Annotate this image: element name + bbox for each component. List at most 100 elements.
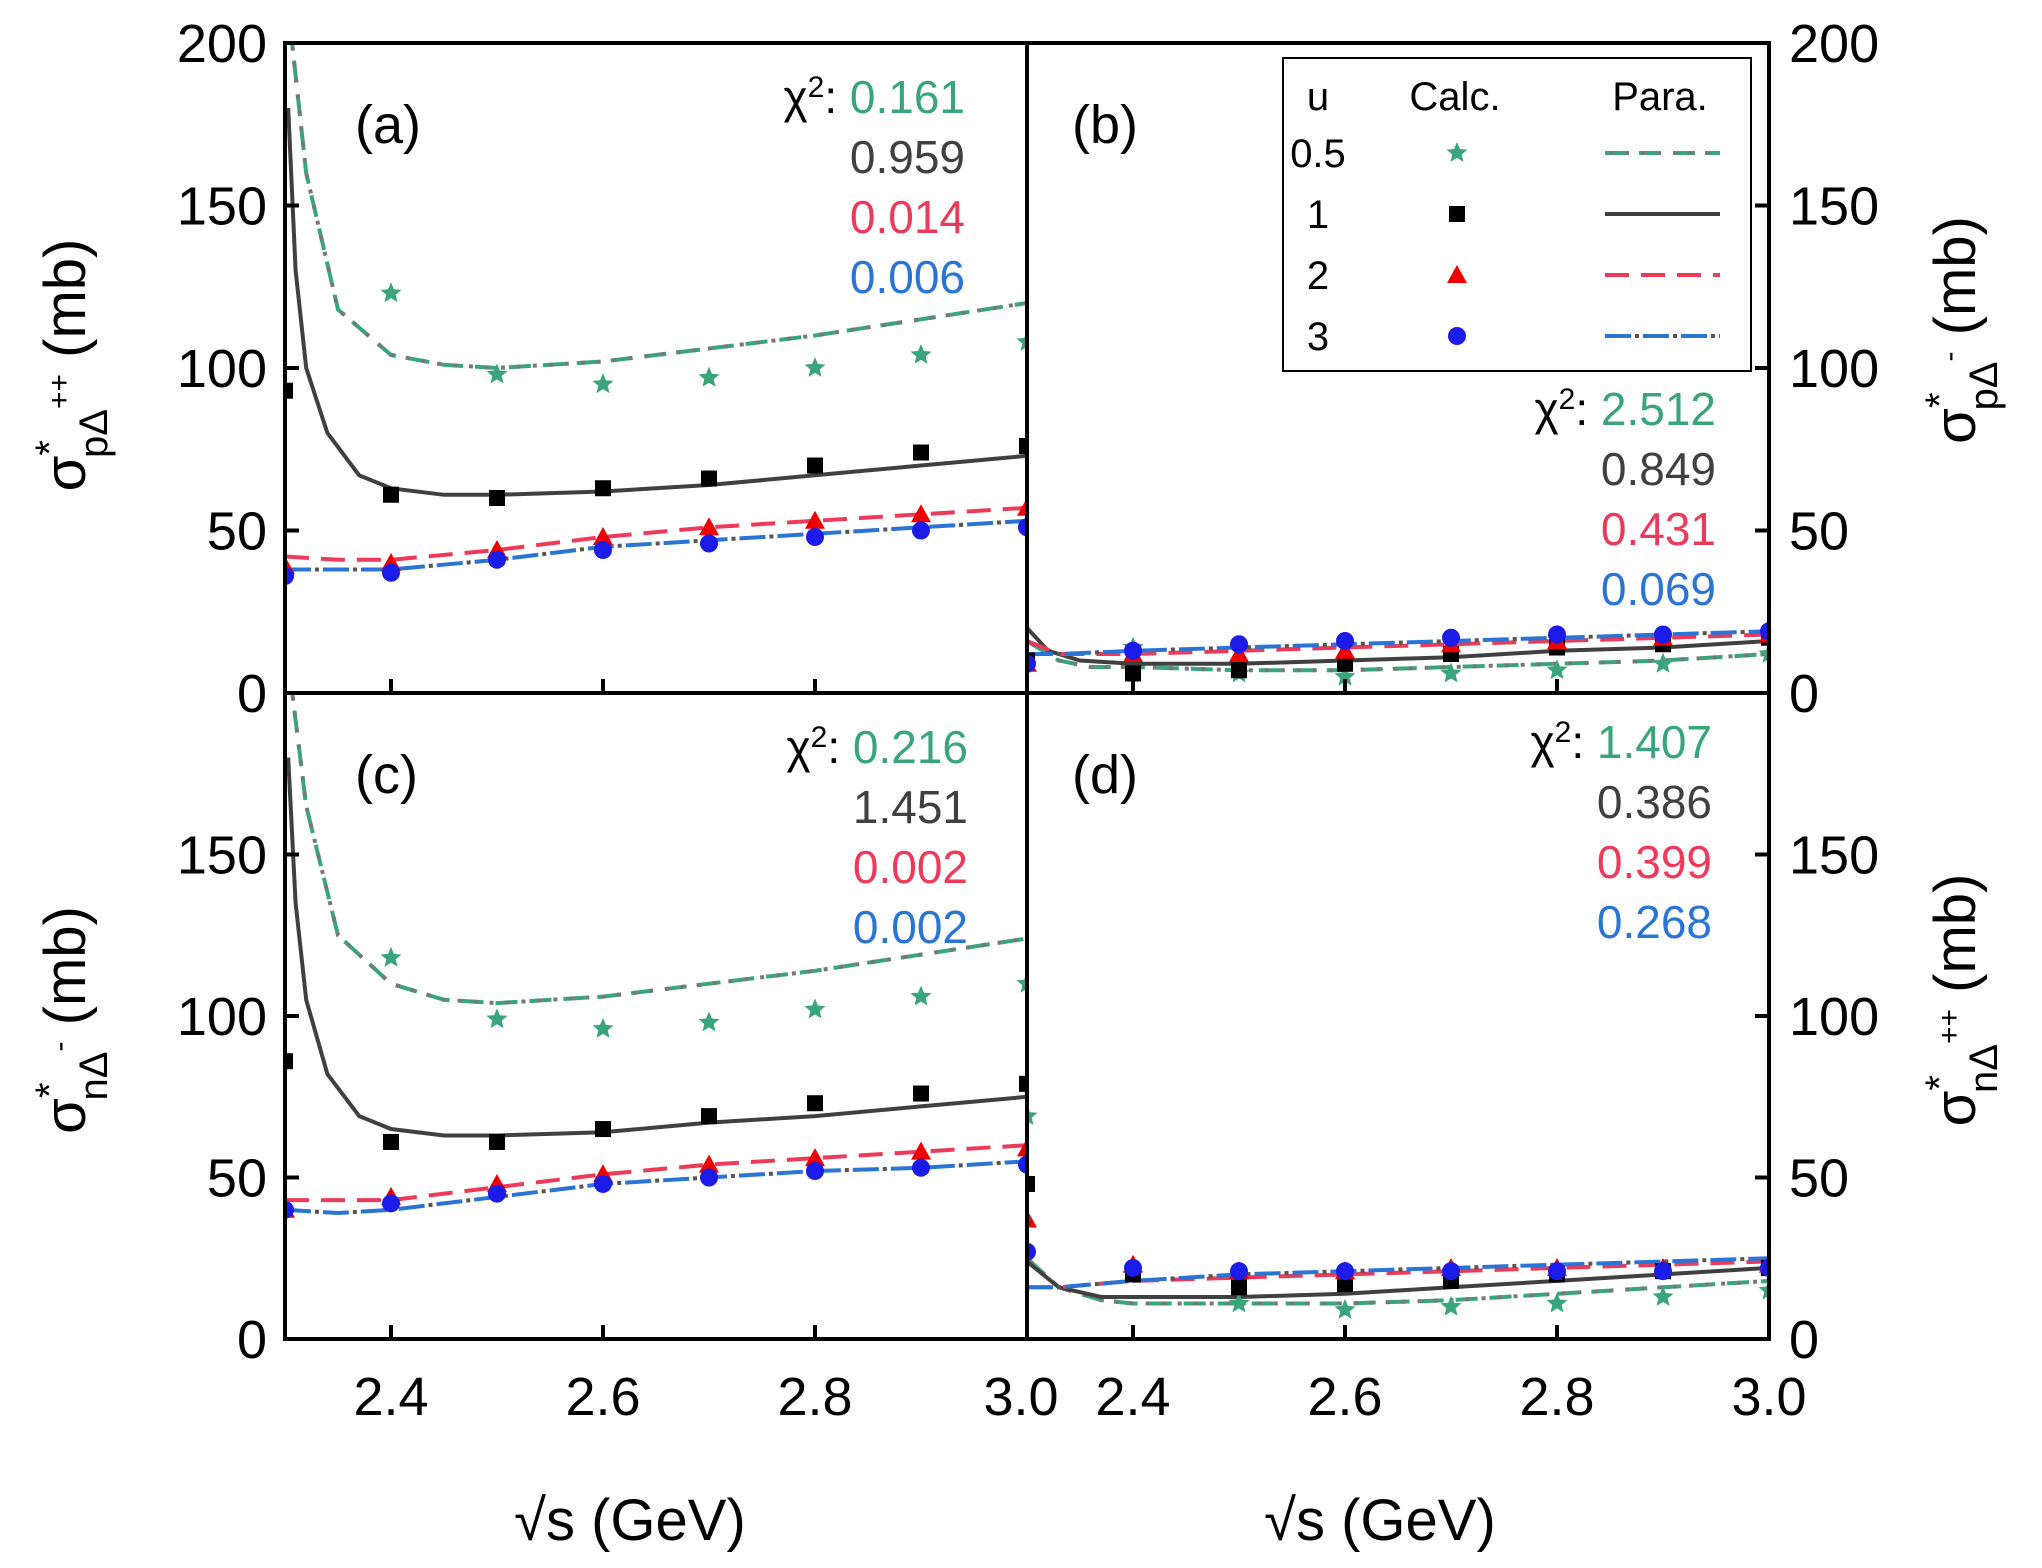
data-point-u1 (1125, 665, 1141, 682)
data-point-u1 (285, 382, 293, 399)
data-point-u3 (912, 521, 930, 540)
data-point-u1 (595, 480, 611, 497)
data-point-u0.5 (1016, 331, 1027, 351)
chi2-number: 0.002 (853, 841, 968, 893)
chi2-value: χ2: 1.407 (1530, 716, 1712, 769)
data-point-u3 (1336, 1262, 1354, 1281)
data-point-u0.5 (1546, 659, 1568, 680)
panel-label: (a) (355, 95, 421, 155)
y-title-unit: (mb) (1923, 874, 1988, 1009)
chi2-superscript: 2 (808, 71, 825, 104)
y-tick-label: 100 (1789, 987, 1879, 1047)
data-point-u3 (488, 550, 506, 569)
y-tick-label: 0 (237, 664, 267, 724)
data-point-u3 (382, 563, 400, 582)
chi2-value: 0.431 (1601, 503, 1716, 555)
chi2-symbol: χ (783, 71, 807, 123)
x-tick-label: 3.0 (983, 1367, 1058, 1427)
x-axis-title-right: √s (GeV) (1264, 1488, 1496, 1553)
data-point-u0.5 (1016, 972, 1027, 993)
legend-marker-u0.5 (1446, 142, 1468, 162)
data-point-u1 (595, 1121, 611, 1138)
x-tick-label: 2.8 (1519, 1367, 1594, 1427)
chi2-number: 0.431 (1601, 503, 1716, 555)
chi2-number: 0.014 (850, 191, 965, 243)
data-point-u3 (1336, 632, 1354, 650)
data-point-u0.5 (486, 363, 508, 384)
data-point-u0.5 (804, 357, 826, 377)
chi2-value: 0.002 (853, 901, 968, 953)
data-point-u3 (1760, 622, 1769, 641)
chi2-value: 0.386 (1597, 776, 1712, 828)
curve-u3-dots (285, 1159, 1027, 1216)
chi2-colon: : (1571, 716, 1597, 768)
data-point-u0.5 (1334, 665, 1356, 686)
chi2-colon: : (827, 721, 853, 773)
chi2-number: 0.002 (853, 901, 968, 953)
data-point-u0.5 (380, 282, 402, 303)
x-tick-label: 3.0 (1731, 1367, 1806, 1427)
data-point-u0.5 (1758, 1279, 1769, 1300)
data-point-u3 (1230, 635, 1248, 654)
y-tick-label: 150 (1789, 177, 1879, 237)
y-title-base: σ (33, 1098, 98, 1134)
legend-marker-u1 (1449, 206, 1465, 222)
chi2-colon: : (824, 71, 850, 123)
curve-u1 (286, 107, 1027, 497)
y-title-sub: pΔ (1962, 361, 2006, 410)
chi2-value: χ2: 2.512 (1534, 383, 1716, 436)
data-point-u0.5 (380, 946, 402, 967)
chi2-symbol: χ (786, 721, 810, 773)
data-point-u0.5 (910, 344, 932, 364)
data-point-u2 (699, 1154, 719, 1173)
curve-u0.5 (290, 693, 1027, 1006)
data-point-u1 (701, 470, 717, 487)
data-point-u0.5 (486, 1008, 508, 1029)
legend-u-value: 0.5 (1290, 132, 1346, 176)
panel-a: 0 50 100 150 200 (a) χ2: 0.161 0.959 0.014 0.006 (177, 14, 1029, 724)
x-tick-label: 2.4 (1095, 1367, 1170, 1427)
data-point-u0.5 (1546, 1292, 1568, 1313)
data-point-u1 (807, 1095, 823, 1112)
data-point-u1 (383, 1133, 399, 1150)
data-point-u3 (1018, 518, 1027, 537)
data-point-u1 (1337, 1276, 1353, 1293)
data-point-u3 (594, 541, 612, 559)
data-point-u3 (1442, 628, 1460, 647)
data-point-u0.5 (1758, 643, 1769, 663)
legend-marker-u2 (1447, 265, 1467, 283)
x-tick-label: 2.6 (565, 1367, 640, 1427)
chi2-number: 0.386 (1597, 776, 1712, 828)
y-axis-title-a: σ*pΔ++ (mb) (28, 239, 116, 492)
y-tick-label: 100 (1789, 339, 1879, 399)
data-point-u3 (1654, 1262, 1672, 1281)
y-title-unit: (mb) (1923, 216, 1988, 351)
legend-marker-u3 (1448, 327, 1466, 345)
data-point-u1 (1337, 655, 1353, 672)
x-tick-label: 2.8 (777, 1367, 852, 1427)
curve-u1 (1027, 1259, 1769, 1299)
chi2-value: 0.268 (1597, 896, 1712, 948)
chi2-value: 0.959 (850, 131, 965, 183)
chi2-number: 0.849 (1601, 443, 1716, 495)
y-title-unit: (mb) (33, 239, 98, 374)
curve-u0.5-dots (1027, 1256, 1769, 1306)
data-point-u2 (699, 517, 719, 536)
curve-u0.5-dots (1027, 639, 1769, 673)
chi2-number: 0.216 (853, 721, 968, 773)
chi2-value: 0.069 (1601, 563, 1716, 615)
data-point-u3 (806, 1162, 824, 1181)
y-tick-label: 200 (177, 14, 267, 74)
data-point-u1 (701, 1108, 717, 1125)
data-point-u0.5 (1440, 1295, 1462, 1316)
y-tick-label: 200 (1789, 14, 1879, 74)
panel-label: (b) (1072, 95, 1138, 155)
curve-u3-dots (1027, 629, 1769, 656)
data-point-u3 (594, 1174, 612, 1193)
data-point-u0.5 (698, 366, 720, 387)
y-title-sup: * (1918, 392, 1962, 408)
chi2-value: 0.014 (850, 191, 965, 243)
data-point-u3 (1124, 1258, 1142, 1277)
data-point-u2 (911, 1141, 931, 1160)
